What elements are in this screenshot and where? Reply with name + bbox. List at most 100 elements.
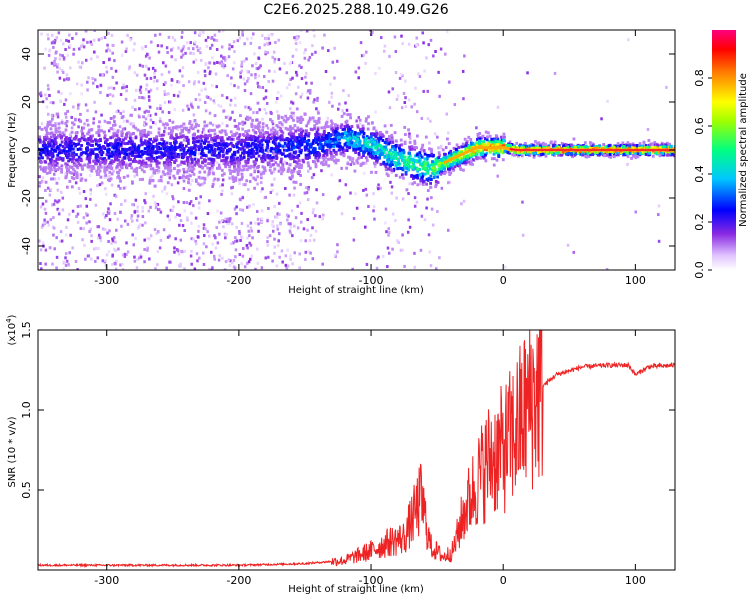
- ridge-cell: [104, 159, 108, 163]
- noise-cell: [177, 46, 180, 50]
- noise-cell: [186, 167, 190, 171]
- noise-cell: [89, 197, 92, 201]
- noise-cell: [338, 195, 341, 199]
- noise-cell: [48, 49, 51, 53]
- ridge-cell: [159, 175, 163, 179]
- ridge-cell: [315, 121, 319, 125]
- noise-cell: [263, 75, 266, 79]
- ridge-cell: [451, 167, 455, 171]
- ridge-cell: [164, 165, 168, 169]
- ridge-cell: [50, 131, 54, 135]
- noise-cell: [248, 180, 252, 184]
- ridge-cell: [162, 147, 166, 151]
- noise-cell: [173, 108, 176, 112]
- noise-cell: [54, 57, 57, 61]
- noise-cell: [196, 129, 200, 133]
- noise-cell: [292, 114, 296, 118]
- ridge-cell: [416, 176, 420, 180]
- noise-cell: [109, 101, 112, 105]
- noise-cell: [268, 69, 271, 73]
- noise-cell: [113, 248, 116, 252]
- noise-cell: [182, 84, 185, 88]
- ridge-cell: [75, 153, 78, 157]
- noise-cell: [58, 66, 62, 70]
- noise-cell: [386, 265, 389, 269]
- ridge-cell: [96, 155, 100, 159]
- ridge-cell: [427, 176, 431, 180]
- noise-cell: [299, 220, 303, 224]
- noise-cell: [195, 45, 199, 49]
- noise-cell: [198, 256, 201, 260]
- noise-cell: [115, 259, 118, 263]
- noise-cell: [291, 76, 294, 80]
- ridge-cell: [157, 127, 161, 131]
- noise-cell: [190, 262, 193, 266]
- noise-cell: [272, 158, 276, 162]
- noise-cell: [219, 211, 223, 215]
- ridge-cell: [39, 160, 43, 164]
- ridge-cell: [289, 115, 293, 119]
- noise-cell: [41, 202, 45, 206]
- ridge-cell: [369, 135, 373, 139]
- noise-cell: [438, 94, 441, 98]
- ridge-cell: [658, 154, 662, 158]
- noise-cell: [179, 219, 183, 223]
- ridge-cell: [574, 152, 578, 156]
- noise-cell: [165, 92, 168, 96]
- noise-cell: [224, 236, 227, 240]
- noise-cell: [149, 176, 152, 180]
- ridge-cell: [338, 132, 342, 136]
- ridge-cell: [269, 165, 272, 169]
- ridge-cell: [129, 141, 133, 145]
- ridge-cell: [281, 165, 285, 169]
- ridge-cell: [169, 142, 172, 146]
- ridge-cell: [365, 140, 369, 144]
- noise-cell: [210, 43, 214, 47]
- ridge-cell: [87, 138, 90, 142]
- ridge-cell: [204, 135, 208, 139]
- noise-cell: [224, 217, 227, 221]
- ridge-cell: [238, 158, 242, 162]
- noise-cell: [44, 248, 48, 252]
- noise-cell: [135, 173, 139, 177]
- ridge-cell: [389, 123, 393, 127]
- noise-cell: [314, 229, 318, 233]
- noise-cell: [386, 246, 390, 250]
- noise-cell: [197, 206, 201, 210]
- ridge-cell: [178, 145, 182, 149]
- noise-cell: [107, 31, 110, 35]
- noise-cell: [268, 158, 272, 162]
- noise-cell: [304, 48, 307, 52]
- noise-cell: [62, 267, 65, 270]
- ridge-cell: [206, 136, 209, 140]
- ridge-cell: [91, 134, 94, 138]
- ridge-cell: [395, 152, 399, 156]
- noise-cell: [238, 182, 241, 186]
- ridge-cell: [262, 170, 266, 174]
- noise-cell: [328, 100, 331, 104]
- noise-cell: [401, 197, 405, 201]
- ridge-cell: [207, 162, 210, 166]
- ridge-cell: [170, 158, 173, 162]
- noise-cell: [234, 103, 237, 107]
- noise-cell: [43, 134, 47, 138]
- ridge-cell: [518, 151, 522, 155]
- noise-cell: [199, 30, 202, 32]
- noise-cell: [155, 231, 158, 235]
- noise-cell: [69, 132, 72, 136]
- ridge-cell: [307, 131, 311, 135]
- ridge-cell: [204, 164, 207, 168]
- ridge-cell: [79, 178, 83, 182]
- ridge-cell: [385, 172, 389, 176]
- noise-cell: [326, 116, 330, 120]
- ridge-cell: [174, 147, 177, 151]
- ridge-cell: [317, 135, 320, 139]
- ridge-cell: [437, 163, 441, 167]
- ridge-cell: [362, 146, 365, 150]
- noise-cell: [428, 141, 431, 145]
- ridge-cell: [190, 123, 194, 127]
- ridge-cell: [401, 148, 405, 152]
- ridge-cell: [116, 150, 120, 154]
- noise-cell: [99, 83, 103, 87]
- noise-cell: [240, 60, 244, 64]
